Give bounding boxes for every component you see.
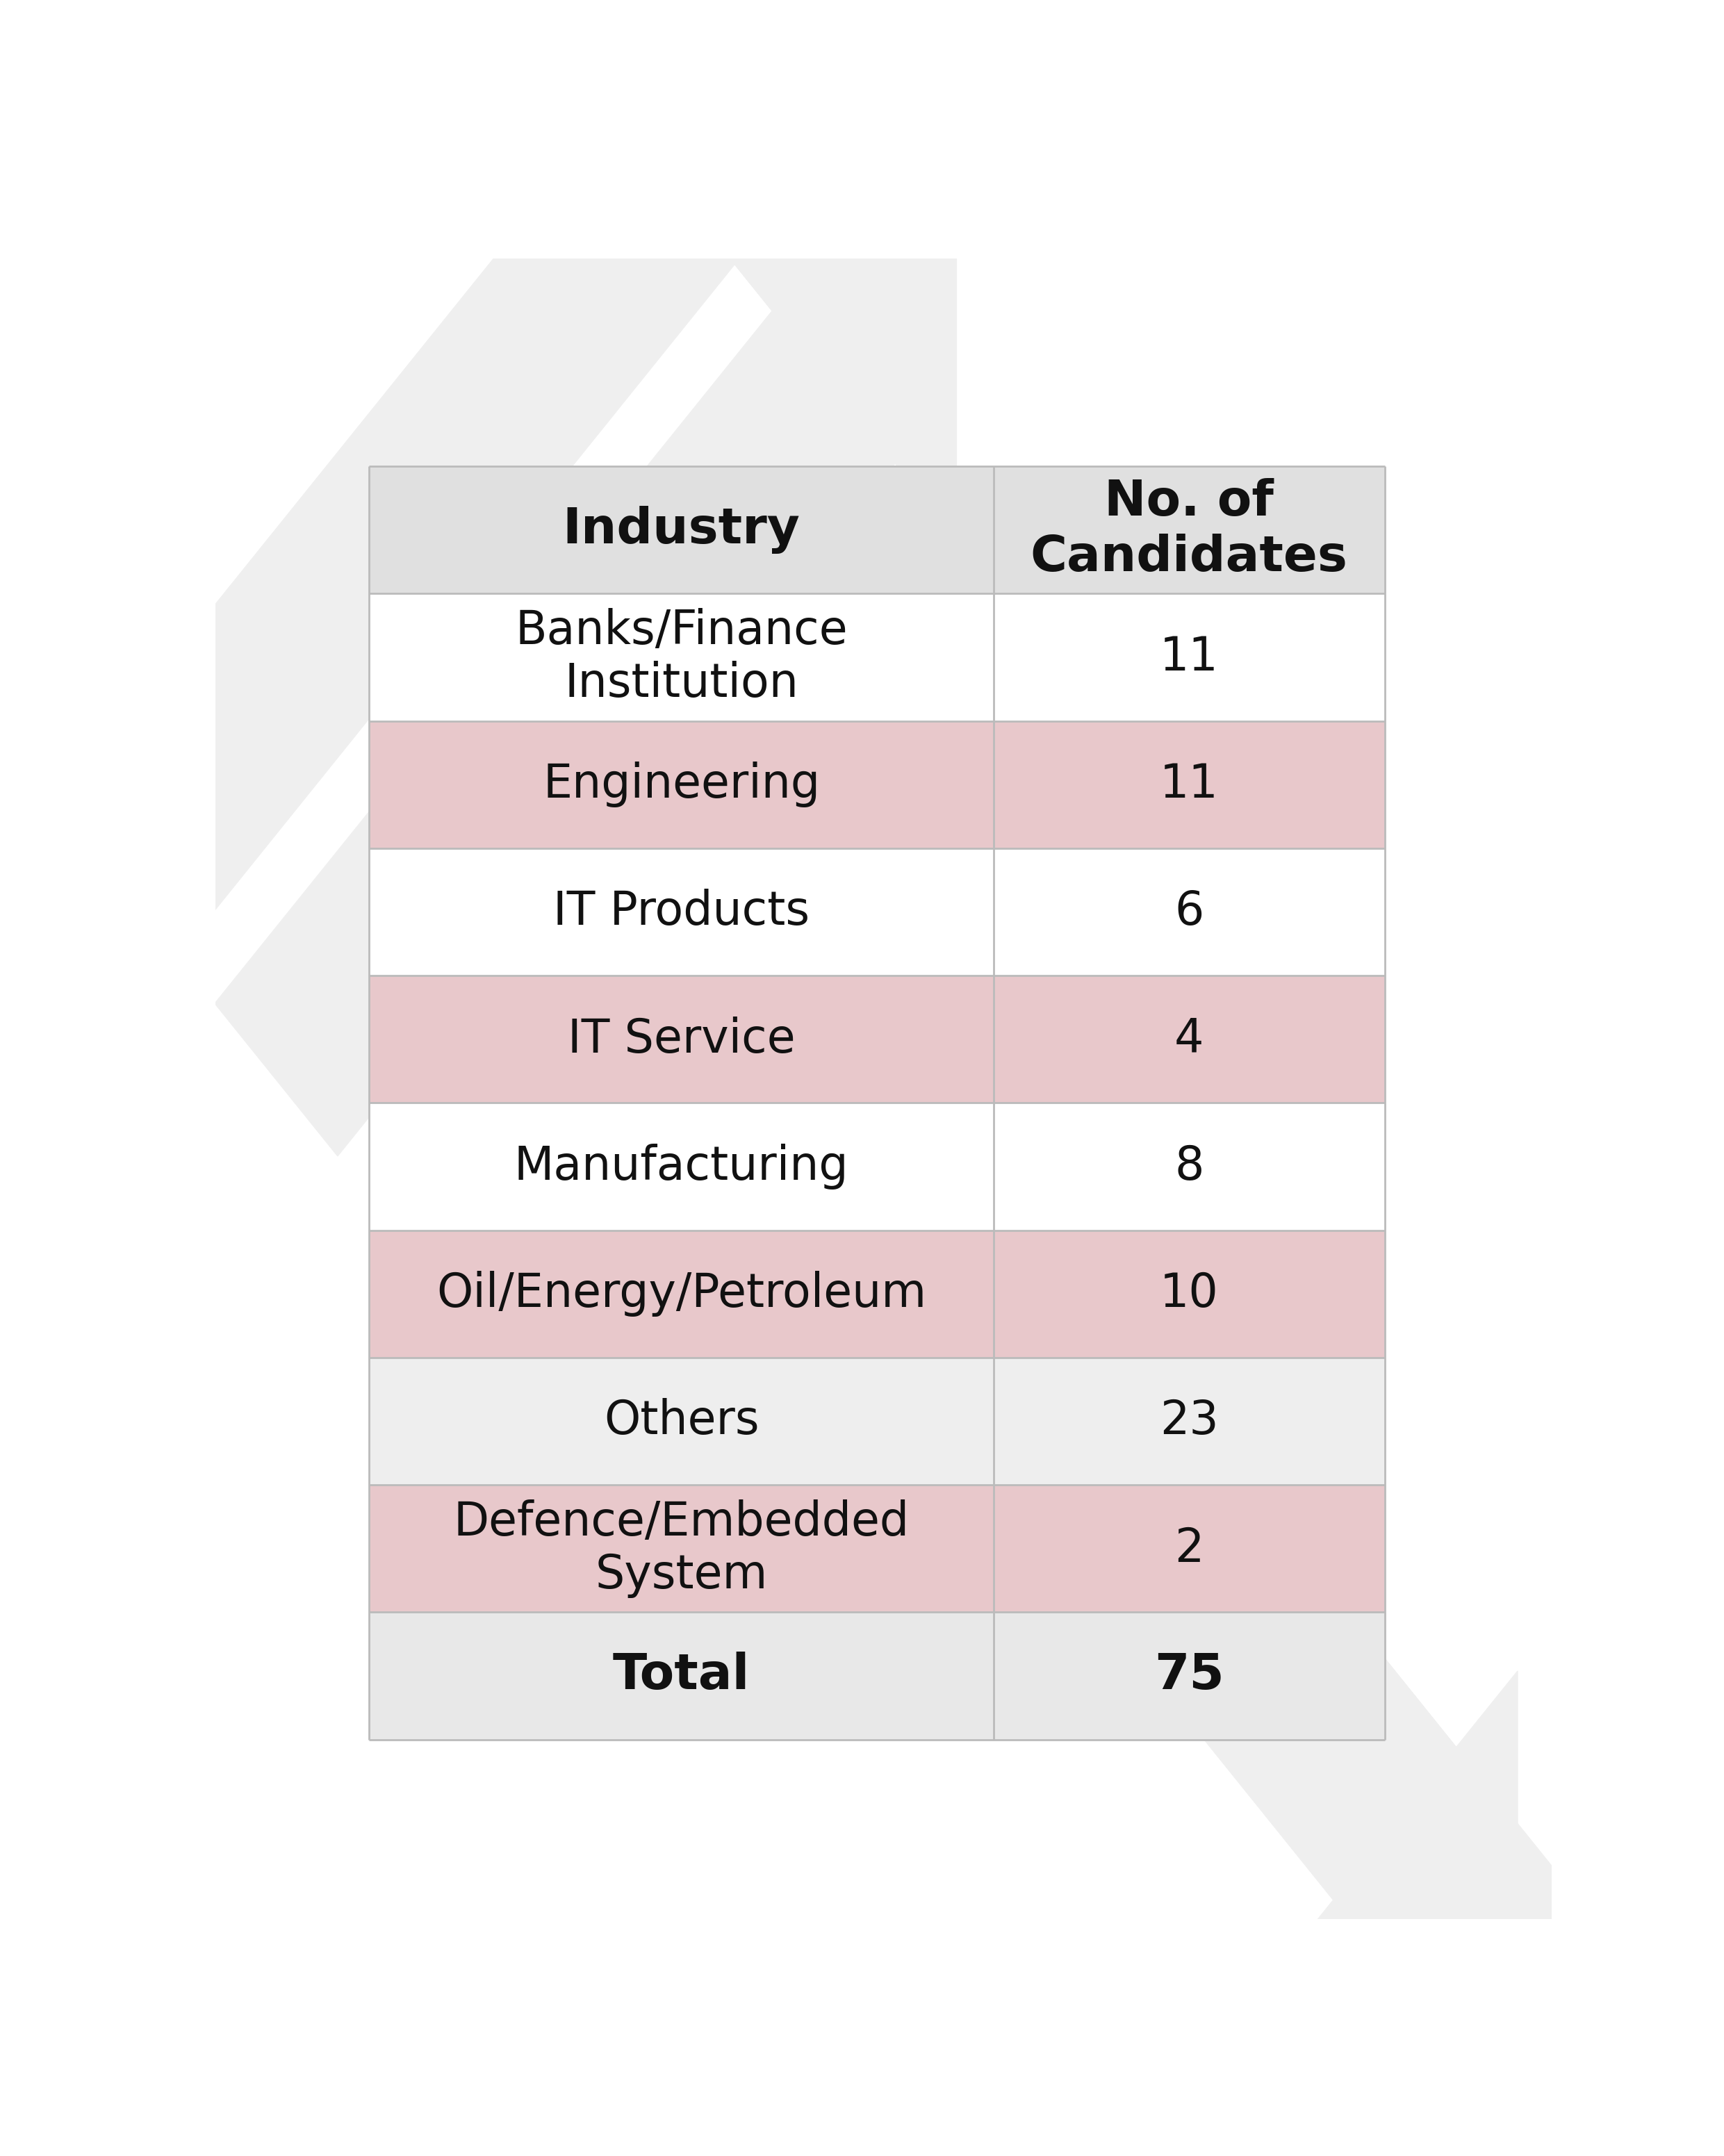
Bar xyxy=(993,720,1384,847)
Text: Total: Total xyxy=(612,1651,750,1699)
Polygon shape xyxy=(936,1255,1677,2156)
Bar xyxy=(369,975,993,1104)
Text: Engineering: Engineering xyxy=(543,761,821,809)
Text: 2: 2 xyxy=(1174,1526,1203,1572)
Bar xyxy=(993,1613,1384,1740)
Text: IT Service: IT Service xyxy=(567,1015,795,1063)
Bar xyxy=(369,593,993,720)
Text: 11: 11 xyxy=(1160,634,1219,679)
Bar xyxy=(369,1358,993,1485)
Text: Industry: Industry xyxy=(562,507,800,554)
Bar xyxy=(993,975,1384,1104)
Text: 6: 6 xyxy=(1174,888,1203,936)
Bar xyxy=(993,593,1384,720)
Bar xyxy=(369,1104,993,1231)
Bar xyxy=(369,1485,993,1613)
Bar xyxy=(993,1104,1384,1231)
Polygon shape xyxy=(55,34,796,957)
Text: 8: 8 xyxy=(1174,1143,1203,1190)
Text: 23: 23 xyxy=(1160,1399,1219,1445)
Bar xyxy=(993,1485,1384,1613)
Bar xyxy=(993,847,1384,975)
Bar xyxy=(993,1231,1384,1358)
Text: IT Products: IT Products xyxy=(553,888,810,936)
Polygon shape xyxy=(776,1054,1517,1977)
Bar xyxy=(369,1231,993,1358)
Text: Manufacturing: Manufacturing xyxy=(514,1143,848,1190)
Bar xyxy=(993,1358,1384,1485)
Text: Oil/Energy/Petroleum: Oil/Energy/Petroleum xyxy=(436,1270,926,1317)
Text: Others: Others xyxy=(603,1399,759,1445)
Bar xyxy=(369,1613,993,1740)
Bar xyxy=(993,466,1384,593)
Text: Defence/Embedded
System: Defence/Embedded System xyxy=(453,1498,909,1598)
Polygon shape xyxy=(216,235,957,1156)
Text: No. of
Candidates: No. of Candidates xyxy=(1031,479,1348,582)
Text: 75: 75 xyxy=(1153,1651,1224,1699)
Bar xyxy=(369,466,993,593)
Text: 4: 4 xyxy=(1174,1015,1203,1063)
Text: Banks/Finance
Institution: Banks/Finance Institution xyxy=(515,608,848,707)
Bar xyxy=(369,847,993,975)
Bar xyxy=(369,720,993,847)
Text: 10: 10 xyxy=(1160,1270,1219,1317)
Text: 11: 11 xyxy=(1160,761,1219,809)
